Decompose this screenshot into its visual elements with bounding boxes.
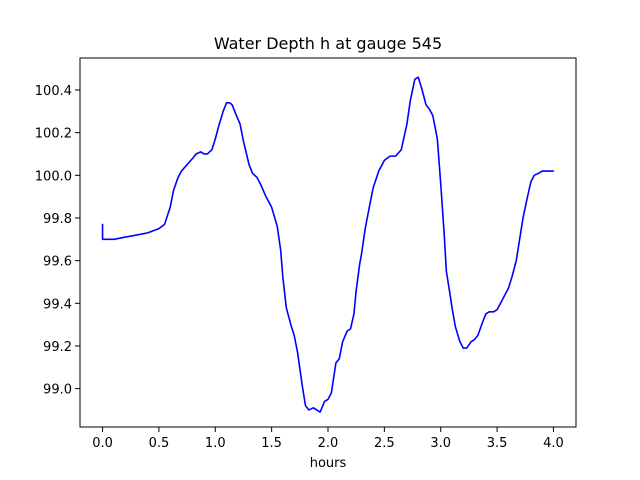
x-tick-label: 4.0: [543, 436, 564, 451]
x-tick-label: 3.5: [487, 436, 508, 451]
x-tick-label: 2.0: [318, 436, 339, 451]
chart-title: Water Depth h at gauge 545: [214, 34, 442, 53]
x-tick-label: 0.5: [149, 436, 170, 451]
x-axis-ticks: 0.0 0.5 1.0 1.5 2.0 2.5 3.0 3.5 4.0: [92, 427, 564, 451]
x-tick-label: 1.5: [261, 436, 282, 451]
x-axis-label: hours: [310, 456, 347, 471]
x-tick-label: 2.5: [374, 436, 395, 451]
series-line: [101, 76, 555, 413]
plot-area: [79, 57, 577, 428]
y-tick-label: 100.0: [35, 169, 72, 184]
y-tick-label: 99.8: [43, 212, 72, 227]
y-tick-label: 100.4: [35, 84, 72, 99]
y-tick-label: 99.6: [43, 255, 72, 270]
y-axis-ticks: 99.0 99.2 99.4 99.6 99.8 100.0 100.2 100.4: [35, 84, 80, 398]
y-tick-label: 99.0: [43, 383, 72, 398]
y-tick-label: 99.2: [43, 340, 72, 355]
y-tick-label: 99.4: [43, 297, 72, 312]
x-tick-label: 0.0: [92, 436, 113, 451]
x-tick-label: 1.0: [205, 436, 226, 451]
y-tick-label: 100.2: [35, 127, 72, 142]
x-tick-label: 3.0: [430, 436, 451, 451]
plot-frame: [79, 57, 577, 428]
